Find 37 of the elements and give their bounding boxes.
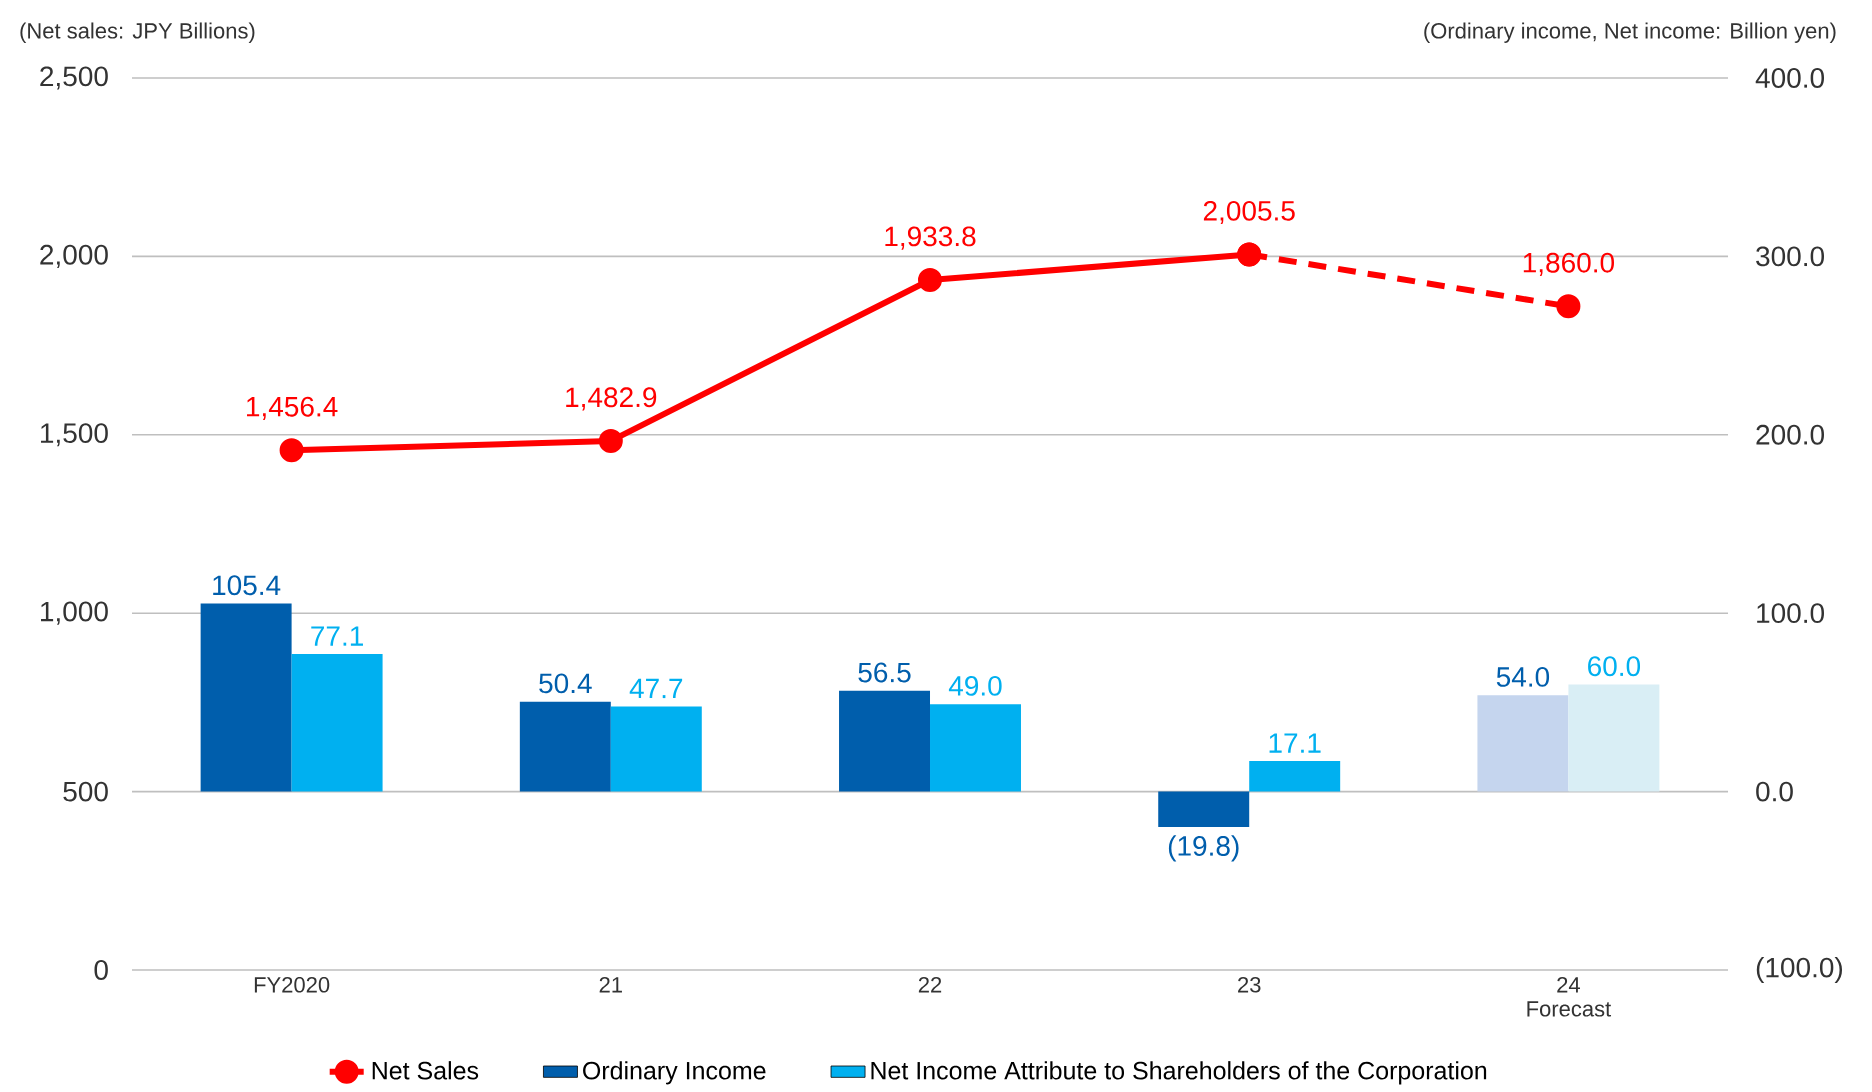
data-label: (19.8) — [1168, 835, 1239, 862]
x-tick-label: 23 — [1238, 977, 1261, 993]
legend-label: Net Income Attribute to Shareholders of the Corporation — [871, 1061, 1487, 1085]
y-tick-label: 500 — [63, 781, 108, 802]
y2-axis-title: (Ordinary income, Net income: Billion yen) — [1424, 22, 1836, 43]
y2-tick-label: 200.0 — [1756, 424, 1825, 445]
data-label: 105.4 — [213, 575, 281, 596]
data-label: 60.0 — [1588, 656, 1641, 677]
legend-label: Ordinary Income — [583, 1061, 766, 1085]
y2-tick-label: 0.0 — [1756, 781, 1793, 802]
data-label: 49.0 — [948, 675, 1002, 696]
data-label: 2,005.5 — [1203, 200, 1295, 225]
data-label: 50.4 — [539, 673, 592, 694]
data-label: 54.0 — [1496, 667, 1550, 687]
y2-tick-label: 300.0 — [1756, 246, 1825, 267]
x-tick-label: 22 — [918, 977, 942, 993]
y-tick-label: 2,500 — [40, 66, 108, 90]
y-tick-label: 2,000 — [40, 244, 108, 268]
x-tick-label: 21 — [599, 977, 622, 993]
data-label: 1,456.4 — [247, 396, 338, 420]
data-label: 1,933.8 — [885, 226, 976, 250]
y2-tick-label: (100.0) — [1756, 956, 1843, 984]
data-label: 17.1 — [1269, 733, 1321, 753]
x-tick-label: FY2020 — [254, 977, 330, 993]
y-axis-title: (Net sales: JPY Billions) — [20, 22, 255, 43]
y-tick-label: 1,500 — [41, 423, 108, 447]
legend-label: Net Sales — [372, 1061, 479, 1080]
x-tick-label: 24 Forecast — [1527, 977, 1612, 1017]
data-label: 77.1 — [311, 626, 363, 646]
y-tick-label: 1,000 — [41, 601, 108, 625]
data-label: 47.7 — [629, 678, 683, 699]
y2-tick-label: 400.0 — [1755, 68, 1825, 88]
data-label: 1,860.0 — [1523, 252, 1615, 276]
data-label: 56.5 — [858, 662, 911, 683]
y2-tick-label: 100.0 — [1757, 603, 1825, 624]
data-label: 1,482.9 — [566, 387, 657, 411]
y-tick-label: 0 — [94, 960, 108, 980]
